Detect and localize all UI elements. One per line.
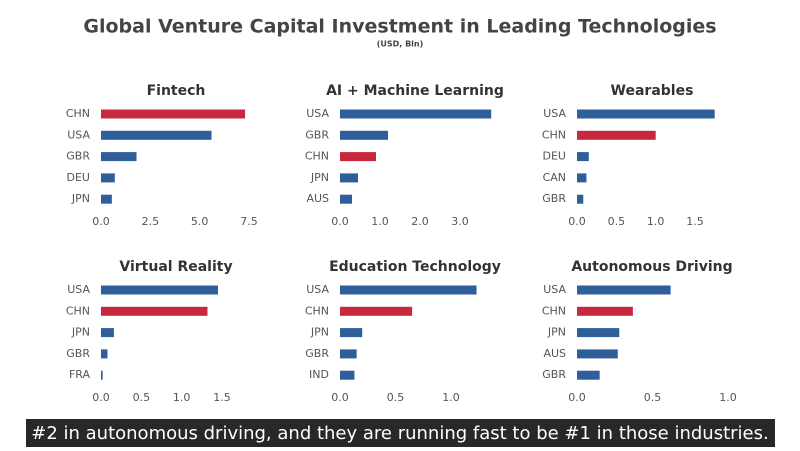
video-caption: #2 in autonomous driving, and they are r… <box>31 423 768 444</box>
category-label: CHN <box>305 150 329 163</box>
category-label: GBR <box>542 368 566 381</box>
x-tick-label: 1.0 <box>173 391 191 404</box>
bar <box>577 328 620 338</box>
bar <box>340 130 388 140</box>
category-label: GBR <box>305 128 329 141</box>
panel-title: Fintech <box>147 83 206 99</box>
x-tick-label: 7.5 <box>240 215 258 228</box>
panel-title: Virtual Reality <box>119 259 232 275</box>
x-tick-label: 3.0 <box>451 215 469 228</box>
x-tick-label: 2.5 <box>142 215 160 228</box>
category-label: CHN <box>66 304 90 317</box>
bar <box>577 109 715 119</box>
x-tick-label: 0.0 <box>92 391 110 404</box>
bar <box>577 349 618 359</box>
x-tick-label: 1.0 <box>442 391 460 404</box>
category-label: JPN <box>310 326 329 339</box>
category-label: DEU <box>67 171 90 184</box>
bar <box>577 130 656 140</box>
x-tick-label: 0.0 <box>331 391 349 404</box>
bar <box>340 328 363 338</box>
panel-title: AI + Machine Learning <box>326 83 504 99</box>
chart-subtitle: (USD, Bln) <box>377 40 424 49</box>
category-label: USA <box>306 283 329 296</box>
x-tick-label: 1.0 <box>371 215 389 228</box>
bar <box>340 285 477 295</box>
bar <box>101 152 137 162</box>
category-label: JPN <box>310 171 329 184</box>
panel-title: Autonomous Driving <box>571 259 732 275</box>
bar <box>577 306 633 316</box>
category-label: USA <box>306 107 329 120</box>
bar <box>101 349 108 359</box>
category-label: USA <box>543 283 566 296</box>
bar <box>577 285 671 295</box>
x-tick-label: 2.0 <box>411 215 429 228</box>
bar <box>340 306 413 316</box>
category-label: CHN <box>542 128 566 141</box>
bar <box>577 370 600 380</box>
x-tick-label: 0.5 <box>133 391 151 404</box>
category-label: USA <box>67 128 90 141</box>
x-tick-label: 1.5 <box>686 215 704 228</box>
category-label: AUS <box>543 347 566 360</box>
bar <box>101 130 212 140</box>
panel-title: Education Technology <box>329 259 501 275</box>
caption-box <box>26 419 775 447</box>
category-label: GBR <box>542 192 566 205</box>
category-label: AUS <box>306 192 329 205</box>
x-tick-label: 0.0 <box>568 391 586 404</box>
bar <box>101 109 246 119</box>
category-label: USA <box>543 107 566 120</box>
category-label: CHN <box>305 304 329 317</box>
x-tick-label: 0.5 <box>608 215 626 228</box>
x-tick-label: 0.5 <box>387 391 405 404</box>
category-label: CHN <box>542 304 566 317</box>
x-tick-label: 0.5 <box>644 391 662 404</box>
category-label: GBR <box>66 347 90 360</box>
bar <box>340 349 357 359</box>
x-tick-label: 1.0 <box>647 215 665 228</box>
category-label: CHN <box>66 107 90 120</box>
category-label: CAN <box>543 171 566 184</box>
category-label: IND <box>309 368 329 381</box>
category-label: DEU <box>543 150 566 163</box>
bar <box>340 109 492 119</box>
bar <box>340 370 355 380</box>
category-label: JPN <box>547 326 566 339</box>
bar <box>577 194 584 204</box>
chart-title: Global Venture Capital Investment in Lea… <box>83 16 716 38</box>
bar <box>340 152 376 162</box>
category-label: GBR <box>305 347 329 360</box>
x-tick-label: 5.0 <box>191 215 209 228</box>
bar <box>101 173 115 183</box>
category-label: USA <box>67 283 90 296</box>
x-tick-label: 1.5 <box>213 391 231 404</box>
x-tick-label: 0.0 <box>92 215 110 228</box>
bar <box>101 306 208 316</box>
bar <box>101 194 112 204</box>
bar <box>101 370 103 380</box>
x-tick-label: 0.0 <box>568 215 586 228</box>
bar <box>577 152 589 162</box>
bar <box>101 328 114 338</box>
bar <box>577 173 587 183</box>
bar <box>340 194 352 204</box>
x-tick-label: 0.0 <box>331 215 349 228</box>
panel-title: Wearables <box>611 83 694 99</box>
bar <box>340 173 358 183</box>
category-label: GBR <box>66 150 90 163</box>
category-label: JPN <box>71 326 90 339</box>
category-label: FRA <box>69 368 91 381</box>
category-label: JPN <box>71 192 90 205</box>
bar <box>101 285 218 295</box>
x-tick-label: 1.0 <box>719 391 737 404</box>
